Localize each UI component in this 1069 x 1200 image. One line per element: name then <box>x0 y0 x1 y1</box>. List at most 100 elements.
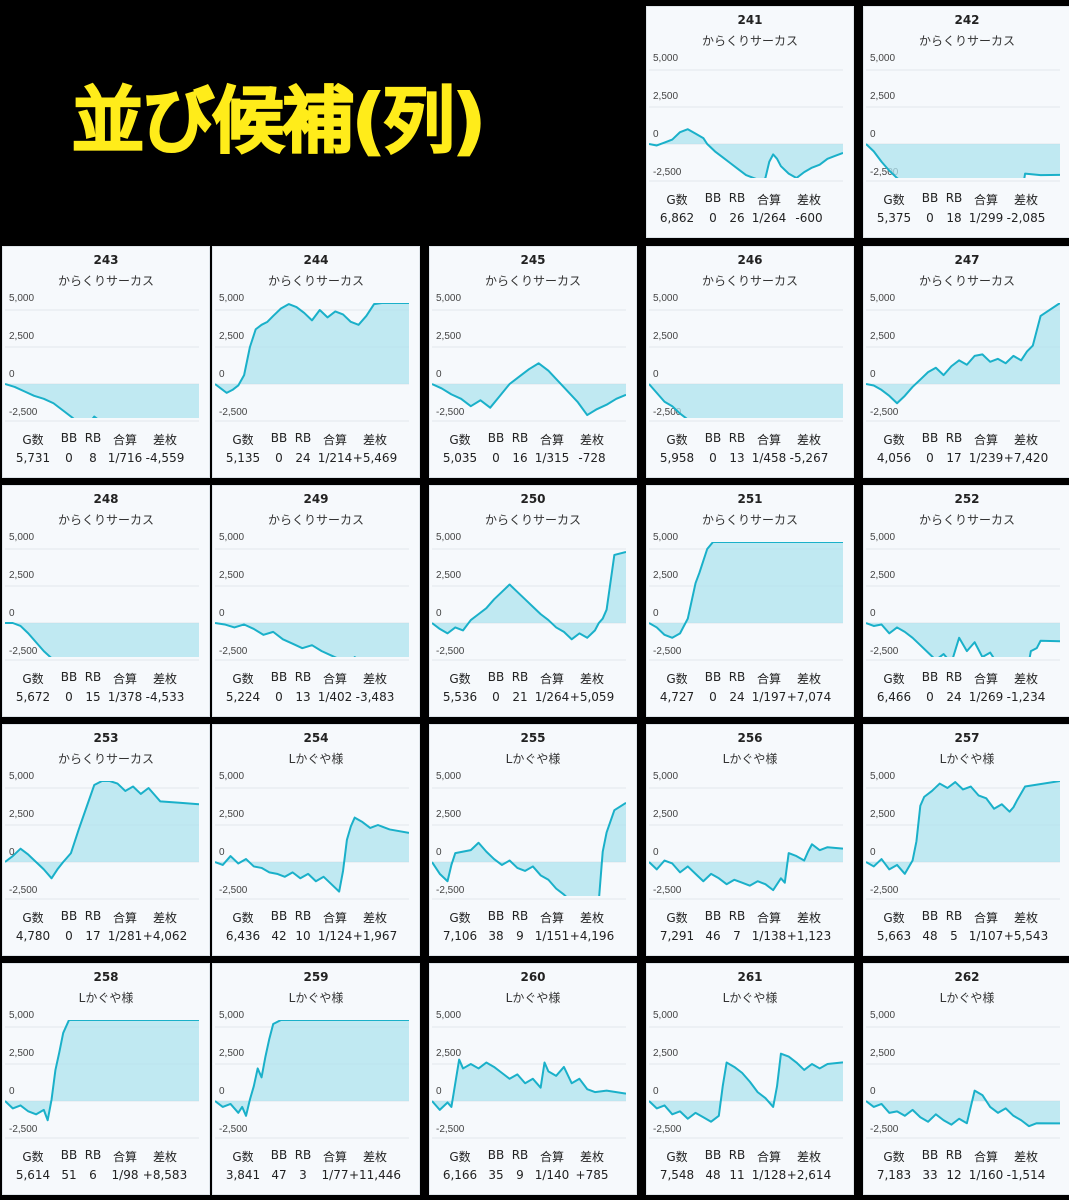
stats-value: +5,059 <box>569 690 615 704</box>
machine-name: からくりサーカス <box>918 34 1015 48</box>
machine-card[interactable]: 243 からくりサーカス 5,000 2,500 0 -2,500 G数 5,731 BB 0 RB… <box>2 246 210 478</box>
machine-card[interactable]: 257 Lかぐや様 5,000 2,500 0 -2,500 G数 5,663 BB 48 RB 5 合… <box>863 724 1069 956</box>
machine-card[interactable]: 242 からくりサーカス 5,000 2,500 0 -2,500 G数 5,375 BB 0 RB… <box>863 6 1069 238</box>
y-tick-label: 5,000 <box>436 293 462 304</box>
y-tick-label: 2,500 <box>219 809 245 820</box>
machine-number: 254 <box>303 731 329 745</box>
stats-value: 5,375 <box>876 211 912 225</box>
stats-value: 1/107 <box>968 929 1004 943</box>
stats-header: G数 <box>666 193 688 207</box>
slump-chart <box>215 548 409 661</box>
slump-chart <box>866 303 1060 422</box>
machine-card[interactable]: 261 Lかぐや様 5,000 2,500 0 -2,500 G数 7,548 BB 48 RB 11… <box>646 963 854 1195</box>
machine-number: 255 <box>520 731 546 745</box>
machine-number: 250 <box>520 492 546 506</box>
stats-value: +8,583 <box>142 1168 188 1182</box>
stats-header: RB <box>728 909 746 923</box>
y-tick-label: -2,500 <box>653 407 682 418</box>
machine-card[interactable]: 248 からくりサーカス 5,000 2,500 0 -2,500 G数 5,672 BB 0 RB… <box>2 485 210 717</box>
y-tick-label: 2,500 <box>219 1048 245 1059</box>
slump-chart <box>432 548 626 661</box>
y-tick-label: -2,500 <box>219 885 248 896</box>
machine-card[interactable]: 256 Lかぐや様 5,000 2,500 0 -2,500 G数 7,291 BB 46 RB 7 合… <box>646 724 854 956</box>
series-line <box>215 1020 409 1117</box>
stats-value: -728 <box>578 451 606 465</box>
y-tick-label: 5,000 <box>870 1010 896 1021</box>
machine-card[interactable]: 253 からくりサーカス 5,000 2,500 0 -2,500 G数 4,780 BB 0 RB… <box>2 724 210 956</box>
stats-header: 合算 <box>539 433 565 447</box>
y-tick-label: -2,500 <box>870 167 899 178</box>
y-tick-label: 2,500 <box>219 331 245 342</box>
machine-name: からくりサーカス <box>57 752 154 766</box>
y-tick-label: 2,500 <box>9 331 35 342</box>
slump-chart <box>866 548 1060 661</box>
machine-card[interactable]: 249 からくりサーカス 5,000 2,500 0 -2,500 G数 5,224 BB 0 RB… <box>212 485 420 717</box>
series-line <box>432 801 626 896</box>
stats-value: 5,663 <box>876 929 912 943</box>
machine-number: 242 <box>954 13 980 27</box>
machine-card[interactable]: 251 からくりサーカス 5,000 2,500 0 -2,500 G数 4,727 BB 0 RB… <box>646 485 854 717</box>
stats-header: 合算 <box>756 911 782 925</box>
stats-header: 合算 <box>322 672 348 686</box>
stats-header: G数 <box>449 1150 471 1164</box>
stats-value: 1/128 <box>751 1168 787 1182</box>
series-line <box>432 362 626 417</box>
stats-value: 24 <box>295 451 311 465</box>
machine-number: 241 <box>737 13 763 27</box>
machine-card[interactable]: 259 Lかぐや様 5,000 2,500 0 -2,500 G数 3,841 BB 47 RB 3 合… <box>212 963 420 1195</box>
stats-value: 24 <box>729 690 745 704</box>
machine-name: Lかぐや様 <box>288 752 344 766</box>
y-tick-label: 0 <box>870 369 876 380</box>
series-line <box>432 1058 626 1111</box>
y-tick-label: 0 <box>653 847 659 858</box>
stats-value: +7,420 <box>1003 451 1049 465</box>
series-line <box>649 128 843 178</box>
stats-value: 1/716 <box>107 451 143 465</box>
y-tick-label: 5,000 <box>219 532 245 543</box>
stats-value: 13 <box>729 451 745 465</box>
y-tick-label: 0 <box>653 608 659 619</box>
stats-value: 17 <box>946 451 962 465</box>
machine-card[interactable]: 241 からくりサーカス 5,000 2,500 0 -2,500 G数 6,862 BB 0 RB… <box>646 6 854 238</box>
stats-value: 4,780 <box>15 929 51 943</box>
stats-value: 16 <box>512 451 528 465</box>
y-tick-label: 0 <box>870 847 876 858</box>
y-tick-label: 0 <box>436 369 442 380</box>
y-tick-label: -2,500 <box>653 646 682 657</box>
y-tick-label: 5,000 <box>219 771 245 782</box>
machine-card[interactable]: 252 からくりサーカス 5,000 2,500 0 -2,500 G数 6,466 BB 0 RB… <box>863 485 1069 717</box>
machine-card[interactable]: 247 からくりサーカス 5,000 2,500 0 -2,500 G数 4,056 BB 0 RB… <box>863 246 1069 478</box>
machine-card[interactable]: 250 からくりサーカス 5,000 2,500 0 -2,500 G数 5,536 BB 0 RB… <box>429 485 637 717</box>
series-line <box>649 843 843 892</box>
y-tick-label: 5,000 <box>870 293 896 304</box>
stats-header: 合算 <box>112 672 138 686</box>
stats-value: 0 <box>65 929 73 943</box>
y-tick-label: 2,500 <box>436 331 462 342</box>
stats-header: 合算 <box>322 911 348 925</box>
machine-number: 253 <box>93 731 119 745</box>
machine-card[interactable]: 245 からくりサーカス 5,000 2,500 0 -2,500 G数 5,035 BB 0 RB… <box>429 246 637 478</box>
machine-card[interactable]: 246 からくりサーカス 5,000 2,500 0 -2,500 G数 5,958 BB 0 RB… <box>646 246 854 478</box>
stats-header: G数 <box>883 911 905 925</box>
machine-number: 262 <box>954 970 980 984</box>
machine-card[interactable]: 254 Lかぐや様 5,000 2,500 0 -2,500 G数 6,436 BB 42 RB 10… <box>212 724 420 956</box>
machine-card[interactable]: 262 Lかぐや様 5,000 2,500 0 -2,500 G数 7,183 BB 33 RB 12… <box>863 963 1069 1195</box>
slump-chart <box>215 787 409 900</box>
stats-header: BB <box>60 1148 78 1162</box>
y-tick-label: 2,500 <box>653 331 679 342</box>
y-tick-label: 2,500 <box>870 809 896 820</box>
stats-value: 1/197 <box>751 690 787 704</box>
y-tick-label: 2,500 <box>653 570 679 581</box>
stats-value: 8 <box>89 451 97 465</box>
series-area <box>215 1020 409 1116</box>
stats-header: RB <box>294 909 312 923</box>
stats-value: +7,074 <box>786 690 832 704</box>
y-tick-label: 5,000 <box>653 293 679 304</box>
machine-card[interactable]: 244 からくりサーカス 5,000 2,500 0 -2,500 G数 5,135 BB 0 RB… <box>212 246 420 478</box>
stats-value: 6,862 <box>659 211 695 225</box>
machine-card[interactable]: 258 Lかぐや様 5,000 2,500 0 -2,500 G数 5,614 BB 51 RB 6 合… <box>2 963 210 1195</box>
machine-card[interactable]: 255 Lかぐや様 5,000 2,500 0 -2,500 G数 7,106 BB 38 RB 9 合… <box>429 724 637 956</box>
stats-header: BB <box>60 909 78 923</box>
machine-name: からくりサーカス <box>918 274 1015 288</box>
machine-card[interactable]: 260 Lかぐや様 5,000 2,500 0 -2,500 G数 6,166 BB 35 RB 9 合… <box>429 963 637 1195</box>
